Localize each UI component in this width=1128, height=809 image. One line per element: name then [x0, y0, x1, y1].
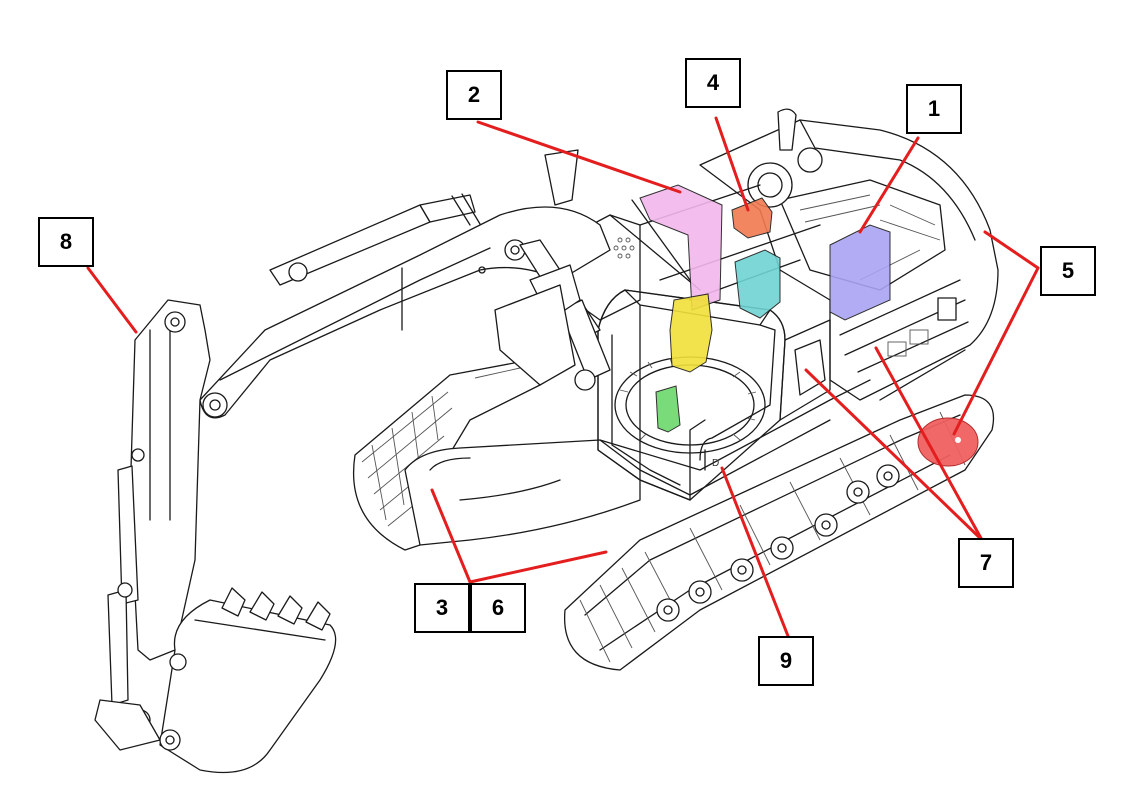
callout-1-label: 1 [927, 96, 941, 121]
near-track [563, 394, 994, 671]
leader-5a [983, 230, 1040, 270]
callout-4-label: 4 [706, 70, 720, 95]
callout-4: 4 [685, 58, 741, 108]
bucket [94, 587, 337, 774]
callout-3-label: 3 [435, 595, 449, 620]
callout-6-label: 6 [491, 595, 505, 620]
leader-2 [476, 120, 682, 194]
callout-9-label: 9 [779, 648, 793, 673]
callout-7: 7 [958, 538, 1014, 588]
swing-motor [655, 385, 681, 433]
leader-7b [874, 346, 984, 542]
callout-9: 9 [758, 636, 814, 686]
callout-2: 2 [446, 70, 502, 120]
boom-mounts [494, 149, 581, 386]
undercarriage-frame [404, 439, 641, 546]
leader-8 [86, 266, 138, 334]
component-2-tank [639, 184, 723, 311]
callout-8: 8 [38, 217, 94, 267]
colored-components [639, 184, 979, 467]
svg-text:D: D [712, 458, 719, 469]
component-4-valve [731, 197, 773, 239]
hydraulic-pump [669, 293, 713, 373]
callout-5: 5 [1040, 246, 1096, 296]
callout-7-label: 7 [979, 550, 993, 575]
callout-3: 3 [414, 583, 470, 633]
leader-6 [468, 550, 608, 584]
leader-lines [86, 116, 1040, 638]
leader-9 [720, 466, 790, 638]
leader-5b [952, 266, 1040, 436]
component-1-ecu [829, 224, 891, 321]
arm [129, 299, 211, 661]
callout-8-label: 8 [59, 229, 73, 254]
arm-cylinder [269, 193, 481, 286]
track-rollers [656, 464, 900, 622]
hydraulic-block [734, 249, 781, 319]
leader-1 [858, 136, 920, 234]
bucket-cylinder [107, 465, 139, 706]
callout-1: 1 [906, 84, 962, 134]
callout-5-label: 5 [1061, 258, 1075, 283]
callout-2-label: 2 [467, 82, 481, 107]
leader-7a [804, 368, 984, 542]
leader-3 [430, 488, 472, 584]
leader-4 [714, 116, 750, 212]
callout-6: 6 [470, 583, 526, 633]
